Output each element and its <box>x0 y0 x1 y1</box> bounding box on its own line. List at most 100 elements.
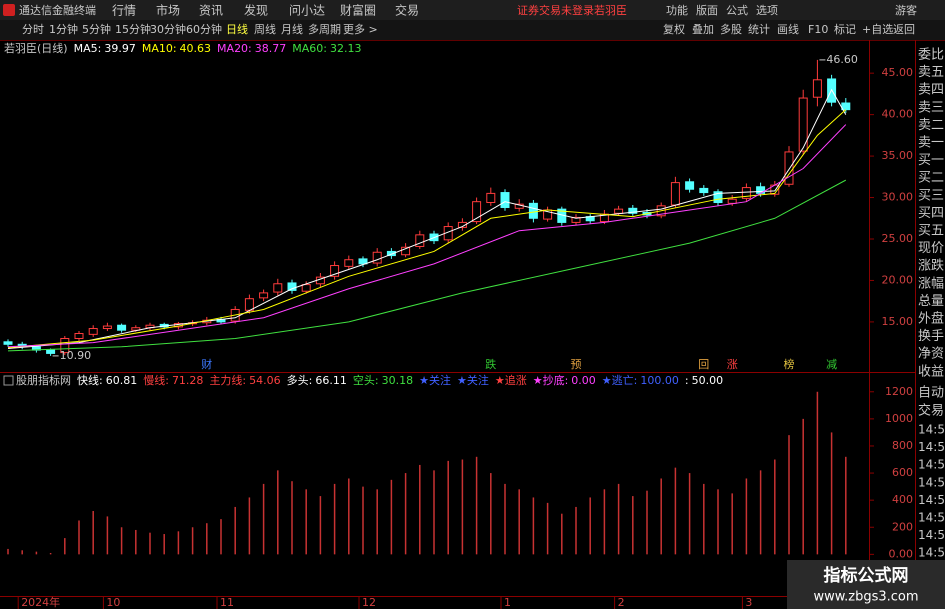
indicator-bar <box>49 553 52 555</box>
candle-body <box>472 201 482 223</box>
tool-item[interactable]: 选项 <box>756 4 778 17</box>
menu-item[interactable]: 财富圈 <box>340 3 376 18</box>
period-tab[interactable]: 更多 > <box>343 22 378 36</box>
tool-button[interactable]: 标记 <box>834 22 856 36</box>
candle-body <box>798 97 808 152</box>
tool-button[interactable]: F10 <box>808 23 828 36</box>
legend-label: ★逃亡: <box>602 373 638 387</box>
x-tick-label: 10 <box>106 596 120 609</box>
candle-body <box>841 102 851 111</box>
indicator-bar <box>348 478 350 555</box>
y-tick-label: 15.00 <box>882 315 914 328</box>
indicator-bar <box>234 506 236 555</box>
candle-body <box>102 325 112 330</box>
legend-value: 40.63 <box>180 42 212 55</box>
event-marker[interactable]: 榜 <box>784 357 795 371</box>
y-tick-label: 25.00 <box>882 232 914 245</box>
tool-button[interactable]: 叠加 <box>692 23 714 36</box>
menu-item[interactable]: 行情 <box>112 4 136 18</box>
trade-label: 自动 <box>918 386 944 401</box>
menu-item[interactable]: 交易 <box>395 3 419 18</box>
candle-body <box>756 186 766 194</box>
indicator-bar <box>78 520 80 555</box>
candle-body <box>259 292 269 299</box>
quote-label: 卖二 <box>918 118 944 133</box>
menu-item[interactable]: 资讯 <box>199 4 223 18</box>
candle-body <box>812 79 822 98</box>
period-tab[interactable]: 日线 <box>226 22 248 36</box>
period-tab[interactable]: 分时 <box>22 23 44 36</box>
legend-label: ★关注 <box>457 373 489 387</box>
event-marker[interactable]: 预 <box>571 358 582 371</box>
indicator-bar <box>177 531 180 555</box>
period-tab[interactable]: 1分钟 <box>49 22 78 36</box>
x-tick-label: 2 <box>618 596 625 609</box>
panel-title: 若羽臣(日线) <box>4 41 68 55</box>
toolbar <box>0 20 945 40</box>
y-tick-label: 1000 <box>885 412 913 425</box>
indicator-bar <box>305 489 307 555</box>
menu-item[interactable]: 问小达 <box>289 4 325 18</box>
tool-item[interactable]: 公式 <box>726 4 748 17</box>
candle-body <box>741 187 751 199</box>
y-tick-label: 600 <box>892 466 913 479</box>
tool-button[interactable]: 多股 <box>720 22 742 36</box>
period-tab[interactable]: 月线 <box>281 22 303 36</box>
candle-body <box>670 182 680 206</box>
time-label: 14:56 <box>918 528 945 542</box>
indicator-bar <box>419 464 421 555</box>
legend-label: 多头: <box>287 373 313 387</box>
indicator-bar <box>490 473 492 555</box>
legend: 股朋指标网 快线: 60.81 慢线: 71.28 主力线: 54.06 多头: 66.11 空头… <box>16 373 723 387</box>
period-tab[interactable]: 15分钟 <box>115 22 151 36</box>
indicator-bar <box>390 479 393 555</box>
event-marker[interactable]: 财 <box>201 357 212 371</box>
indicator-bar <box>362 486 364 555</box>
y-tick-label: 40.00 <box>882 108 914 121</box>
event-marker[interactable]: 回 <box>698 358 709 371</box>
indicator-bar <box>646 490 648 555</box>
legend-label: 主力线: <box>209 373 246 387</box>
tool-button[interactable]: 返回 <box>893 23 915 36</box>
indicator-bar <box>617 483 620 555</box>
legend-value: 50.00 <box>692 374 724 387</box>
event-marker[interactable]: 涨 <box>727 358 738 371</box>
quote-label: 买五 <box>918 224 944 239</box>
indicator-bar <box>35 551 38 555</box>
candle-body <box>330 265 340 277</box>
candle-body <box>628 207 638 214</box>
candle-body <box>287 282 297 291</box>
x-tick-label: 3 <box>745 596 752 609</box>
candle-body <box>301 284 311 292</box>
tool-item[interactable]: 版面 <box>696 3 718 17</box>
period-tab[interactable]: 5分钟 <box>82 22 111 36</box>
period-tab[interactable]: 周线 <box>254 22 276 36</box>
indicator-bar <box>788 435 790 555</box>
menu-item[interactable]: 发现 <box>244 3 268 18</box>
event-marker[interactable]: 跌 <box>485 357 496 371</box>
legend-value: 0.00 <box>571 374 596 387</box>
tool-button[interactable]: 复权 <box>663 22 685 36</box>
tool-button[interactable]: 画线 <box>777 22 799 36</box>
event-marker[interactable]: 减 <box>826 358 837 371</box>
menu-item[interactable]: 市场 <box>156 3 180 18</box>
period-tab[interactable]: 30分钟 <box>150 22 186 36</box>
legend-label: MA60: <box>292 42 327 55</box>
period-tab[interactable]: 60分钟 <box>186 22 222 36</box>
app-logo <box>3 4 15 16</box>
period-tab[interactable]: 多周期 <box>308 22 341 36</box>
indicator-bar <box>262 483 265 555</box>
indicator-bar <box>632 496 634 555</box>
indicator-bar <box>21 550 23 555</box>
tool-item[interactable]: 功能 <box>666 3 688 17</box>
time-label: 14:56 <box>918 493 945 507</box>
user[interactable]: 游客 <box>895 3 917 17</box>
indicator-bar <box>206 523 208 555</box>
tool-button[interactable]: +自选 <box>862 23 893 36</box>
tool-button[interactable]: 统计 <box>748 23 770 36</box>
quote-label: 卖一 <box>918 136 944 151</box>
indicator-bar <box>120 527 123 555</box>
indicator-bar <box>703 483 705 555</box>
indicator-bar <box>759 470 762 555</box>
